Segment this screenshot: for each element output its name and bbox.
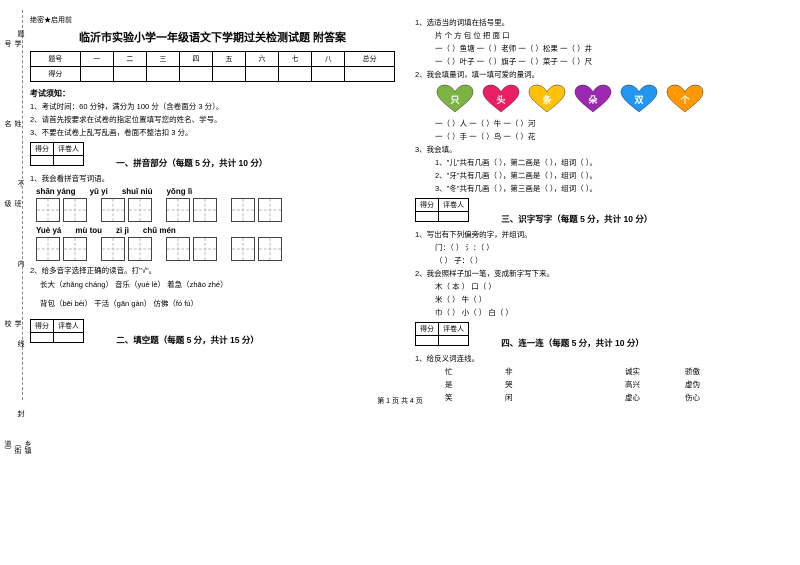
shizi-q1-line1: 门：（ ） 氵：（ ） <box>435 242 780 253</box>
heart-只: 只 <box>435 84 475 114</box>
score-header: 题号 <box>31 52 81 67</box>
score-row-label: 得分 <box>31 67 81 82</box>
shizi-q2-line1: 木（ 本 ） 口（ ） <box>435 281 780 292</box>
side-label-xiangzhen: 乡镇（街道） <box>2 440 32 454</box>
pinyin-row-1: shān yáng yǔ yi shuǐ niú yǒng lì <box>36 187 395 196</box>
pinyin-q1: 1、我会看拼音写词语。 <box>30 173 395 184</box>
fill-q3-line3: 3、"冬"共有几画（ ），第三画是（ ），组词（ ）。 <box>435 183 780 194</box>
shizi-q1-line2: （ ） 子：（ ） <box>435 255 780 266</box>
fill-q3-line1: 1、"儿"共有几画（ ），第二画是（ ），组词（ ）。 <box>435 157 780 168</box>
score-box-4: 得分评卷人 <box>415 322 469 346</box>
char-grid-2 <box>36 237 395 261</box>
anno-xian: 线 <box>15 340 25 347</box>
section-3-title: 三、识字写字（每题 5 分，共计 10 分） <box>501 213 652 225</box>
heart-头: 头 <box>481 84 521 114</box>
right-column: 1、选适当的词填在括号里。 片 个 方 包 位 把 面 口 一（ ）鱼塘 一（ … <box>415 15 780 405</box>
fill-q1-title: 1、选适当的词填在括号里。 <box>415 17 780 28</box>
side-label-banji: 班级 <box>2 200 22 207</box>
side-label-xuehao: 学号 <box>2 40 22 47</box>
q2-title: 2、给多音字选择正确的读音。打"√"。 <box>30 265 395 276</box>
fill-q2-line1: 一（ ）人 一（ ）牛 一（ ）河 <box>435 118 780 129</box>
confidential-note: 绝密★启用前 <box>30 15 395 25</box>
heart-朵: 朵 <box>573 84 613 114</box>
notice-2: 2、请首先按要求在试卷的指定位置填写您的姓名、学号。 <box>30 114 395 125</box>
shizi-q2-line2: 米（ ） 牛（ ） <box>435 294 780 305</box>
heart-条: 条 <box>527 84 567 114</box>
score-table: 题号 一 二 三 四 五 六 七 八 总分 得分 <box>30 51 395 82</box>
fill-q1-words: 片 个 方 包 位 把 面 口 <box>435 30 780 41</box>
score-box-3: 得分评卷人 <box>415 198 469 222</box>
fill-q1-line2: 一（ ）叶子 一（ ）旗子 一（ ）菜子 一（ ）尺 <box>435 56 780 67</box>
heart-个: 个 <box>665 84 705 114</box>
pinyin-row-2: Yuè yá mù tou zì jì chū mén <box>36 226 395 235</box>
notice-1: 1、考试时间：60 分钟，满分为 100 分（含卷面分 3 分）。 <box>30 101 395 112</box>
char-grid-1 <box>36 198 395 222</box>
lianyi-q1-title: 1、给反义词连线。 <box>415 353 780 364</box>
heart-双: 双 <box>619 84 659 114</box>
fill-q3-title: 3、我会填。 <box>415 144 780 155</box>
notice-3: 3、不要在试卷上乱写乱画，卷面不整洁扣 3 分。 <box>30 127 395 138</box>
side-label-xuexiao: 学校 <box>2 320 22 327</box>
exam-notice-title: 考试须知： <box>30 88 395 99</box>
anno-bu: 不 <box>15 180 25 187</box>
shizi-q2-line3: 巾（ ） 小（ ） 白（ ） <box>435 307 780 318</box>
page-footer: 第 1 页 共 4 页 <box>0 396 800 406</box>
hearts-row: 只头条朵双个 <box>435 84 780 114</box>
section-1-title: 一、拼音部分（每题 5 分，共计 10 分） <box>116 157 267 169</box>
lianyi-row: 是哭高兴虚伪 <box>445 379 780 390</box>
fill-q1-line1: 一（ ）鱼塘 一（ ）老师 一（ ）松果 一（ ）井 <box>435 43 780 54</box>
anno-nei: 内 <box>15 260 25 267</box>
fill-q3-line2: 2、"牙"共有几画（ ），第二画是（ ），组词（ ）。 <box>435 170 780 181</box>
shizi-q1-title: 1、写出有下列偏旁的字，并组词。 <box>415 229 780 240</box>
section-2-title: 二、填空题（每题 5 分，共计 15 分） <box>116 334 259 346</box>
anno-ti: 题 <box>15 30 25 37</box>
fill-q2-line2: 一（ ）手 一（ ）鸟 一（ ）花 <box>435 131 780 142</box>
fill-q2-title: 2、我会填量词，填一填可爱的量词。 <box>415 69 780 80</box>
section-4-title: 四、连一连（每题 5 分，共计 10 分） <box>501 337 644 349</box>
score-box-2: 得分评卷人 <box>30 319 84 343</box>
exam-title: 临沂市实验小学一年级语文下学期过关检测试题 附答案 <box>30 29 395 45</box>
q2-line-2: 背包（bēi bèi） 干活（gān gàn） 仿佛（fó fú） <box>40 298 395 309</box>
anno-feng: 封 <box>15 410 25 417</box>
score-box-1: 得分评卷人 <box>30 142 84 166</box>
shizi-q2-title: 2、我会照样子加一笔，变成新字写下来。 <box>415 268 780 279</box>
q2-line-1: 长大（zhǎng cháng） 音乐（yuè lè） 着急（zhāo zhé） <box>40 279 395 290</box>
lianyi-row: 忙非诚实骄傲 <box>445 366 780 377</box>
left-column: 绝密★启用前 临沂市实验小学一年级语文下学期过关检测试题 附答案 题号 一 二 … <box>30 15 395 405</box>
side-label-xingming: 姓名 <box>2 120 22 127</box>
